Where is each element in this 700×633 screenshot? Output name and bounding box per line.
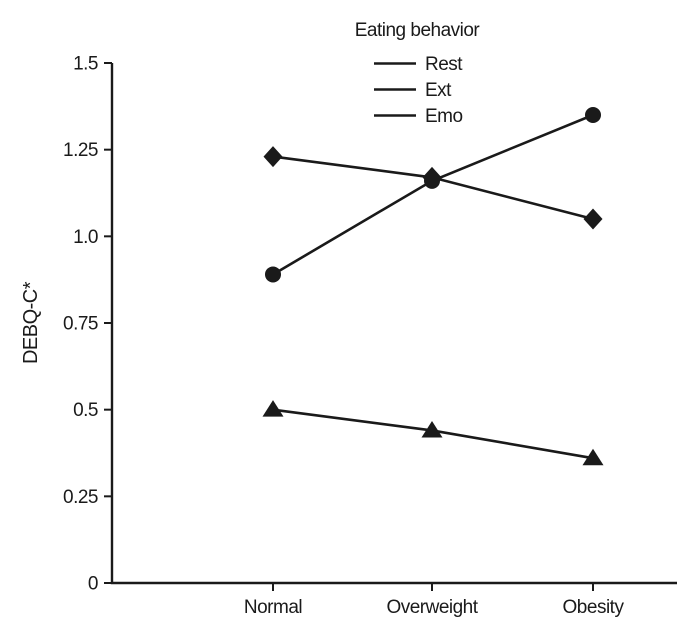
series-group xyxy=(262,107,604,466)
marker-circle xyxy=(265,266,281,283)
y-tick-label: 0.75 xyxy=(63,314,98,335)
y-tick-label: 0.25 xyxy=(63,487,98,508)
marker-diamond xyxy=(263,146,283,168)
series-line-rest xyxy=(272,113,594,276)
legend-label: Rest xyxy=(425,54,463,75)
y-tick-label: 0 xyxy=(88,574,98,595)
y-tick-label: 0.5 xyxy=(73,400,98,421)
legend-label: Emo xyxy=(425,106,463,127)
ticks-group: 0 0.25 0.5 0.75 1.0 1.25 1.5 Normal Overweight Ob… xyxy=(63,54,625,619)
legend-group: Eating behavior Rest Ext Emo xyxy=(355,20,481,127)
y-tick-label: 1.0 xyxy=(73,227,98,248)
marker-triangle xyxy=(421,420,443,438)
axes-group: DEBQ-C* xyxy=(20,63,677,585)
x-category-label: Normal xyxy=(244,597,302,618)
x-category-label: Obesity xyxy=(563,597,625,618)
legend-label: Ext xyxy=(425,80,452,101)
axis-lines xyxy=(110,63,677,585)
legend-title: Eating behavior xyxy=(355,20,481,41)
marker-triangle xyxy=(262,400,284,417)
marker-diamond xyxy=(422,166,442,188)
y-tick-label: 1.5 xyxy=(73,54,98,75)
x-category-label: Overweight xyxy=(386,597,478,618)
y-tick-label: 1.25 xyxy=(63,140,98,161)
marker-triangle xyxy=(582,448,604,466)
marker-circle xyxy=(585,107,601,123)
y-axis-title: DEBQ-C* xyxy=(20,281,42,364)
marker-diamond xyxy=(583,208,603,230)
